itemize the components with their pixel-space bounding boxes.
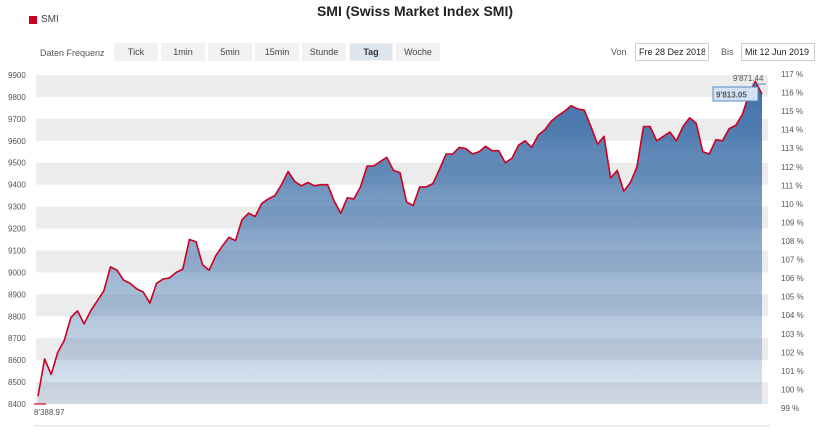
high-value-label: 9'871.44 bbox=[733, 74, 764, 83]
y-right-tick-label: 116 % bbox=[781, 89, 803, 98]
y-tick-label: 9200 bbox=[8, 225, 26, 234]
y-right-tick-label: 112 % bbox=[781, 163, 803, 172]
series-line bbox=[37, 80, 763, 397]
y-tick-label: 8500 bbox=[8, 378, 26, 387]
y-right-tick-label: 110 % bbox=[781, 200, 803, 209]
legend-label: SMI bbox=[41, 14, 59, 25]
frequency-label: Daten Frequenz bbox=[40, 48, 105, 58]
legend-swatch bbox=[29, 15, 37, 24]
y-right-tick-label: 104 % bbox=[781, 311, 804, 320]
freq-button-tick[interactable]: Tick bbox=[114, 43, 158, 61]
y-tick-label: 9600 bbox=[8, 137, 26, 146]
start-value-label: 8'388.97 bbox=[34, 408, 65, 417]
current-value-label: 9'813.05 bbox=[716, 91, 747, 100]
y-right-tick-label: 113 % bbox=[781, 144, 803, 153]
chart-title: SMI (Swiss Market Index SMI) bbox=[316, 3, 514, 19]
y-axis-right: 99 % 100 % 101 % 102 % 103 % 104 % 105 % 106 % 1… bbox=[781, 70, 804, 413]
y-right-tick-label: 115 % bbox=[781, 107, 803, 116]
grid-band bbox=[36, 118, 768, 141]
freq-button-tag[interactable]: Tag bbox=[349, 43, 393, 61]
freq-button-woche[interactable]: Woche bbox=[396, 43, 440, 61]
current-value-box bbox=[712, 86, 759, 102]
series-area bbox=[38, 81, 762, 405]
y-right-tick-label: 99 % bbox=[781, 404, 799, 413]
y-tick-label: 8900 bbox=[8, 290, 26, 299]
y-right-tick-label: 107 % bbox=[781, 256, 804, 265]
y-right-tick-label: 111 % bbox=[781, 181, 803, 190]
y-right-tick-label: 117 % bbox=[781, 70, 803, 79]
grid-band bbox=[36, 75, 768, 97]
y-tick-label: 9100 bbox=[8, 246, 26, 255]
freq-button-15min[interactable]: 15min bbox=[255, 43, 299, 61]
y-tick-label: 8700 bbox=[8, 334, 26, 343]
y-tick-label: 8800 bbox=[8, 312, 26, 321]
freq-button-stunde[interactable]: Stunde bbox=[302, 43, 346, 61]
from-date-input[interactable] bbox=[635, 43, 709, 61]
y-tick-label: 9500 bbox=[8, 159, 26, 168]
y-tick-label: 9000 bbox=[8, 268, 26, 277]
frequency-buttons: Tick 1min 5min 15min Stunde Tag Woche bbox=[114, 43, 440, 61]
y-tick-label: 9900 bbox=[8, 71, 26, 80]
to-date-input[interactable] bbox=[741, 43, 815, 61]
y-tick-label: 9800 bbox=[8, 93, 26, 102]
y-right-tick-label: 105 % bbox=[781, 293, 804, 302]
y-tick-label: 9700 bbox=[8, 115, 26, 124]
y-right-tick-label: 102 % bbox=[781, 348, 804, 357]
y-right-tick-label: 106 % bbox=[781, 274, 804, 283]
y-right-tick-label: 103 % bbox=[781, 330, 804, 339]
y-tick-label: 9400 bbox=[8, 181, 26, 190]
y-tick-label: 8400 bbox=[8, 400, 26, 409]
freq-button-5min[interactable]: 5min bbox=[208, 43, 252, 61]
to-label: Bis bbox=[721, 47, 734, 57]
y-right-tick-label: 100 % bbox=[781, 385, 804, 394]
y-right-tick-label: 109 % bbox=[781, 218, 804, 227]
y-tick-label: 8600 bbox=[8, 356, 26, 365]
legend: SMI bbox=[29, 14, 59, 25]
from-label: Von bbox=[611, 47, 627, 57]
y-axis-left: 8400 8500 8600 8700 8800 8900 9000 9100 9200 9300… bbox=[8, 71, 26, 409]
y-right-tick-label: 114 % bbox=[781, 126, 803, 135]
y-tick-label: 9300 bbox=[8, 203, 26, 212]
freq-button-1min[interactable]: 1min bbox=[161, 43, 205, 61]
y-right-tick-label: 101 % bbox=[781, 367, 804, 376]
y-right-tick-label: 108 % bbox=[781, 237, 804, 246]
